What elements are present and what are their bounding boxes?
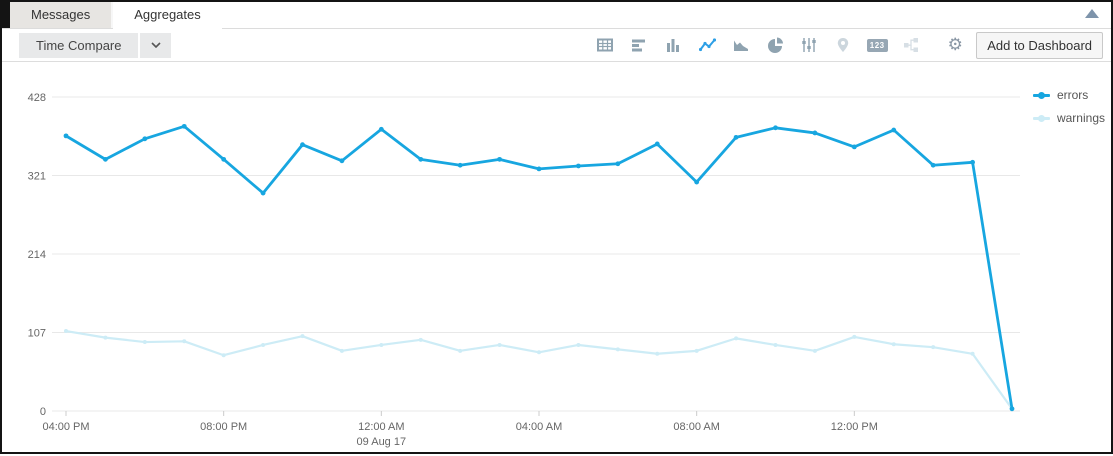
chart-canvas[interactable]: 0 107 214 321 428 04:00 PM 08:00 PM 12:00 AM 09 … xyxy=(2,62,1111,451)
pie-chart-icon[interactable] xyxy=(766,36,784,54)
errors-point[interactable] xyxy=(576,163,581,169)
warnings-point[interactable] xyxy=(852,334,857,339)
warnings-point[interactable] xyxy=(891,342,896,347)
tab-aggregates[interactable]: Aggregates xyxy=(113,2,222,29)
warnings-point[interactable] xyxy=(734,336,739,341)
warnings-point[interactable] xyxy=(458,348,463,353)
errors-point[interactable] xyxy=(1009,406,1015,412)
warnings-point[interactable] xyxy=(537,350,541,355)
x-axis-label: 12:00 PM xyxy=(831,421,878,433)
errors-point[interactable] xyxy=(181,123,187,129)
chevron-down-icon xyxy=(151,42,161,48)
time-compare-group: Time Compare xyxy=(19,32,172,58)
single-value-icon[interactable]: 123 xyxy=(866,36,888,54)
errors-point[interactable] xyxy=(536,166,542,172)
y-axis-label: 0 xyxy=(40,406,46,418)
errors-point[interactable] xyxy=(773,125,778,131)
errors-point[interactable] xyxy=(339,158,345,164)
x-axis-label: 12:00 AM xyxy=(358,421,404,433)
errors-point[interactable] xyxy=(260,190,266,196)
errors-point[interactable] xyxy=(300,142,305,148)
tab-bar: Messages Aggregates xyxy=(2,2,1111,29)
collapse-panel-icon[interactable] xyxy=(1085,9,1099,18)
legend-item-errors[interactable]: errors xyxy=(1032,88,1105,102)
errors-point[interactable] xyxy=(63,133,69,139)
errors-point[interactable] xyxy=(970,159,975,165)
warnings-point[interactable] xyxy=(300,334,305,339)
map-pin-icon[interactable] xyxy=(834,36,852,54)
errors-point[interactable] xyxy=(378,126,384,132)
warnings-point[interactable] xyxy=(773,342,778,347)
errors-point[interactable] xyxy=(654,141,660,147)
y-axis-label: 321 xyxy=(28,171,46,183)
warnings-point[interactable] xyxy=(655,351,660,356)
warnings-series-label: warnings xyxy=(1056,111,1105,125)
column-chart-icon[interactable] xyxy=(664,36,682,54)
errors-point[interactable] xyxy=(851,144,857,150)
warnings-point[interactable] xyxy=(970,351,975,356)
errors-point[interactable] xyxy=(694,179,700,185)
warnings-point[interactable] xyxy=(221,353,226,358)
x-axis-label: 08:00 PM xyxy=(200,421,247,433)
aggregates-toolbar: Time Compare xyxy=(2,29,1111,62)
warnings-line[interactable] xyxy=(64,329,1014,410)
line-chart-icon[interactable] xyxy=(698,36,716,54)
transpose-icon[interactable] xyxy=(902,36,920,54)
errors-point[interactable] xyxy=(733,134,739,140)
warnings-point[interactable] xyxy=(694,348,699,353)
warnings-point[interactable] xyxy=(812,348,817,353)
warnings-point[interactable] xyxy=(576,342,581,347)
errors-point[interactable] xyxy=(142,136,148,142)
area-chart-icon[interactable] xyxy=(732,36,750,54)
errors-point[interactable] xyxy=(812,130,818,136)
time-compare-button[interactable]: Time Compare xyxy=(19,32,139,58)
errors-point[interactable] xyxy=(930,162,936,168)
x-axis-label: 04:00 AM xyxy=(516,421,562,433)
warnings-point[interactable] xyxy=(418,337,423,342)
horizontal-bars-icon[interactable] xyxy=(630,36,648,54)
warnings-point[interactable] xyxy=(497,342,502,347)
chart-type-icons: 123 ⚙ xyxy=(596,36,964,54)
warnings-point[interactable] xyxy=(379,342,384,347)
tab-bar-notch xyxy=(2,2,10,28)
errors-point[interactable] xyxy=(615,161,621,167)
errors-point[interactable] xyxy=(103,156,108,162)
y-axis-label: 107 xyxy=(28,328,46,340)
errors-series-label: errors xyxy=(1056,88,1089,102)
warnings-point[interactable] xyxy=(182,339,187,344)
warnings-series-marker xyxy=(1032,114,1050,122)
sliders-icon[interactable] xyxy=(800,36,818,54)
time-compare-dropdown-button[interactable] xyxy=(140,32,172,58)
x-axis-label: 04:00 PM xyxy=(42,421,89,433)
warnings-point[interactable] xyxy=(339,348,344,353)
errors-point[interactable] xyxy=(891,127,897,133)
errors-point[interactable] xyxy=(418,156,424,162)
warnings-point[interactable] xyxy=(931,345,936,350)
warnings-point[interactable] xyxy=(261,342,266,347)
errors-point[interactable] xyxy=(221,156,227,162)
tab-messages[interactable]: Messages xyxy=(10,2,114,28)
errors-point[interactable] xyxy=(497,156,502,162)
errors-series-marker xyxy=(1032,91,1050,99)
x-axis-sublabel: 09 Aug 17 xyxy=(357,436,407,448)
gear-icon[interactable]: ⚙ xyxy=(947,35,963,55)
warnings-point[interactable] xyxy=(64,329,68,334)
x-axis-label: 08:00 AM xyxy=(673,421,719,433)
add-to-dashboard-button[interactable]: Add to Dashboard xyxy=(976,31,1103,59)
warnings-point[interactable] xyxy=(615,347,620,352)
legend-item-warnings[interactable]: warnings xyxy=(1032,111,1105,125)
warnings-point[interactable] xyxy=(103,335,108,340)
single-value-badge: 123 xyxy=(866,38,888,52)
y-axis-label: 214 xyxy=(28,249,46,261)
chart-legend: errors warnings xyxy=(1032,88,1105,125)
errors-point[interactable] xyxy=(457,162,463,168)
aggregates-chart: 0 107 214 321 428 04:00 PM 08:00 PM 12:00 AM 09 … xyxy=(2,62,1111,451)
warnings-point[interactable] xyxy=(142,340,147,345)
table-icon[interactable] xyxy=(596,36,614,54)
y-axis-label: 428 xyxy=(28,92,46,104)
